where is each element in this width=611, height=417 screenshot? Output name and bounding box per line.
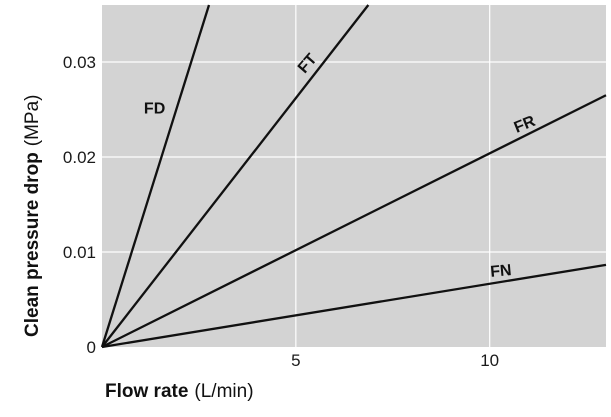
y-axis-title: Clean pressure drop (MPa) (22, 94, 43, 337)
y-tick-label: 0.03 (63, 53, 96, 72)
y-axis-unit: (MPa) (22, 94, 43, 146)
grid-lines (102, 5, 606, 347)
plot-area (102, 5, 606, 347)
y-tick-label: 0.01 (63, 243, 96, 262)
series-line-fr (101, 94, 607, 349)
x-tick-label: 10 (480, 351, 499, 370)
series-line-fd (100, 4, 211, 348)
series-lines (100, 4, 607, 349)
series-line-fn (101, 263, 607, 349)
series-label-fn: FN (490, 262, 513, 281)
series-label-fr: FR (512, 113, 539, 137)
x-axis-unit: (L/min) (194, 381, 253, 402)
y-tick-label: 0 (87, 338, 96, 357)
series-label-fd: FD (144, 100, 165, 117)
x-tick-label: 5 (291, 351, 300, 370)
series-line-ft (101, 4, 370, 348)
x-axis-title: Flow rate (L/min) (105, 381, 254, 402)
y-axis-label: Clean pressure drop (22, 152, 43, 337)
y-tick-label: 0.02 (63, 148, 96, 167)
x-axis-label: Flow rate (105, 381, 188, 402)
tick-labels: 0 0.01 0.02 0.03 5 10 (63, 53, 499, 370)
